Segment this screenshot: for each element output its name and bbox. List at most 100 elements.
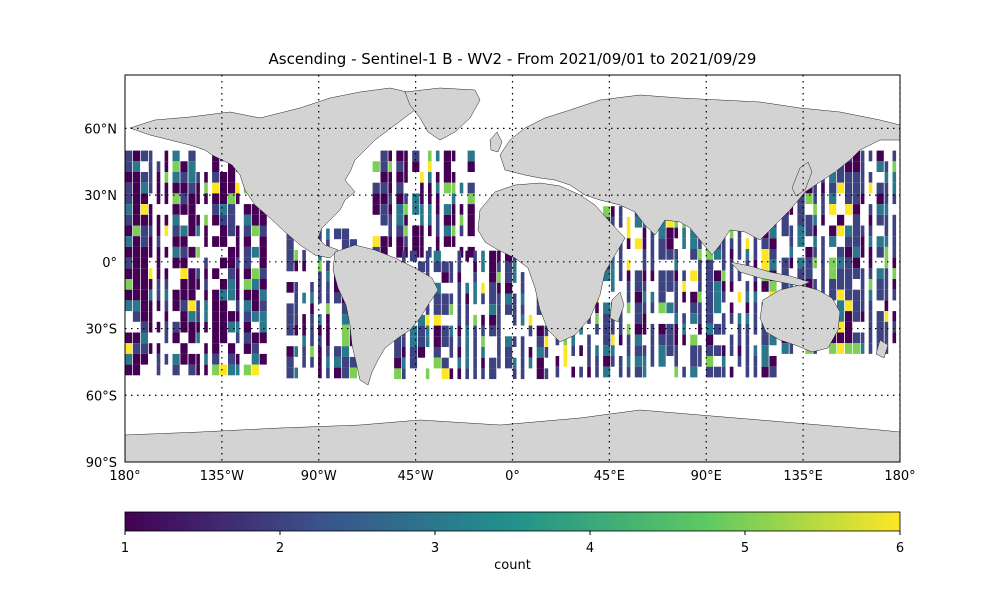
heatmap-cell	[884, 193, 889, 205]
heatmap-cell	[603, 366, 611, 378]
heatmap-cell	[172, 161, 180, 172]
heatmap-cell	[441, 336, 449, 347]
heatmap-cell	[884, 246, 889, 258]
heatmap-cell	[204, 236, 208, 247]
heatmap-cell	[286, 282, 294, 293]
heatmap-cell	[235, 236, 240, 247]
heatmap-cell	[172, 225, 180, 237]
heatmap-cell	[892, 257, 897, 269]
heatmap-cell	[180, 236, 188, 247]
heatmap-cell	[420, 225, 424, 237]
heatmap-cell	[467, 246, 475, 258]
heatmap-cell	[769, 366, 777, 378]
heatmap-cell	[481, 357, 485, 369]
heatmap-cell	[505, 250, 513, 262]
heatmap-cell	[172, 300, 180, 312]
heatmap-cell	[420, 204, 424, 215]
heatmap-cell	[729, 270, 734, 282]
heatmap-cell	[220, 279, 228, 290]
heatmap-cell	[125, 161, 133, 172]
heatmap-cell	[294, 249, 298, 261]
heatmap-cell	[626, 334, 631, 346]
heatmap-cell	[845, 311, 853, 322]
heatmap-cell	[251, 225, 259, 237]
heatmap-cell	[489, 261, 497, 273]
heatmap-cell	[465, 368, 469, 380]
heatmap-cell	[505, 304, 513, 315]
heatmap-cell	[467, 193, 475, 205]
heatmap-cell	[235, 279, 240, 290]
heatmap-cell	[451, 204, 456, 215]
heatmap-cell	[428, 150, 432, 162]
heatmap-cell	[148, 268, 153, 279]
heatmap-cell	[563, 356, 568, 367]
heatmap-cell	[204, 257, 208, 269]
heatmap-cell	[618, 313, 623, 324]
heatmap-cell	[294, 303, 298, 315]
heatmap-cell	[188, 311, 196, 322]
heatmap-cell	[745, 302, 750, 314]
heatmap-cell	[402, 368, 406, 380]
heatmap-cell	[235, 332, 240, 344]
heatmap-cell	[372, 204, 380, 215]
heatmap-cell	[156, 193, 161, 205]
map-title: Ascending - Sentinel-1 B - WV2 - From 20…	[268, 50, 757, 68]
heatmap-cell	[441, 261, 449, 273]
heatmap-cell	[813, 257, 817, 269]
heatmap-cell	[441, 272, 449, 283]
heatmap-cell	[310, 346, 314, 357]
heatmap-cell	[220, 182, 228, 194]
heatmap-cell	[745, 313, 750, 324]
heatmap-cell	[658, 238, 666, 249]
heatmap-cell	[481, 347, 485, 358]
heatmap-cell	[884, 289, 889, 301]
heatmap-cell	[892, 236, 897, 247]
heatmap-cell	[396, 236, 404, 247]
heatmap-cell	[180, 279, 188, 290]
heatmap-cell	[837, 225, 845, 237]
heatmap-cell	[642, 249, 647, 260]
map-frame	[124, 74, 901, 463]
heatmap-cell	[650, 249, 655, 260]
heatmap-cell	[658, 270, 666, 282]
heatmap-cell	[860, 193, 865, 205]
heatmap-cell	[745, 323, 750, 335]
heatmap-cell	[745, 356, 750, 367]
heatmap-cell	[188, 300, 196, 312]
heatmap-cell	[420, 182, 424, 194]
heatmap-cell	[658, 249, 666, 260]
heatmap-cell	[467, 161, 475, 172]
heatmap-cell	[497, 293, 501, 305]
heatmap-cell	[473, 325, 477, 337]
heatmap-cell	[813, 279, 817, 290]
heatmap-cell	[845, 257, 853, 269]
heatmap-cell	[497, 261, 501, 273]
heatmap-cell	[706, 334, 714, 346]
heatmap-cell	[235, 225, 240, 237]
colorbar-tick-label: 6	[896, 541, 904, 556]
heatmap-cell	[132, 150, 141, 162]
heatmap-cell	[396, 193, 404, 205]
heatmap-cell	[658, 323, 666, 335]
heatmap-cell	[259, 289, 267, 301]
heatmap-cell	[481, 293, 485, 305]
heatmap-cell	[745, 281, 750, 292]
heatmap-cell	[132, 236, 141, 247]
heatmap-cell	[512, 261, 517, 273]
heatmap-cell	[650, 345, 655, 356]
heatmap-cell	[302, 249, 306, 261]
heatmap-cell	[326, 228, 330, 240]
latitude-tick-label: 30°N	[84, 189, 117, 204]
heatmap-cell	[837, 246, 845, 258]
heatmap-cell	[388, 172, 392, 183]
heatmap-cell	[341, 303, 350, 315]
heatmap-cell	[666, 302, 674, 314]
heatmap-cell	[587, 345, 591, 356]
heatmap-cell	[425, 368, 430, 380]
heatmap-cell	[341, 356, 350, 368]
heatmap-cell	[204, 353, 208, 365]
heatmap-cell	[380, 236, 388, 247]
heatmap-cell	[196, 311, 200, 322]
heatmap-cell	[164, 353, 169, 365]
heatmap-cell	[212, 236, 220, 247]
